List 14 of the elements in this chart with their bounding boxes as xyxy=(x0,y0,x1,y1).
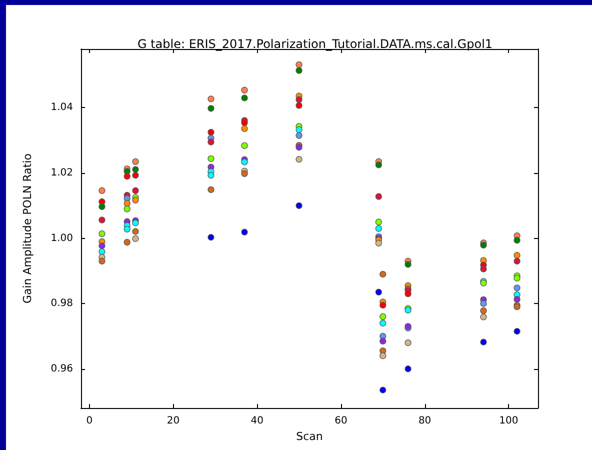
y-tick-label: 1.04 xyxy=(50,102,73,114)
y-axis-title: Gain Amplitude POLN Ratio xyxy=(21,153,34,304)
y-tick-label: 0.96 xyxy=(50,363,73,374)
x-tick-label: 40 xyxy=(250,416,264,426)
y-tick-label: 1.02 xyxy=(50,168,73,179)
chart-title: G table: ERIS_2017.Polarization_Tutorial.DATA.ms.cal.Gpol1 xyxy=(137,37,493,51)
x-tick-label: 60 xyxy=(334,416,348,426)
y-tick-label: 1.00 xyxy=(50,232,73,244)
y-tick-label: 0.98 xyxy=(50,298,73,310)
x-tick-label: 0 xyxy=(86,416,93,426)
x-tick-label: 100 xyxy=(499,416,518,426)
x-tick-label: 20 xyxy=(166,416,180,426)
x-axis-title: Scan xyxy=(296,430,323,443)
x-tick-label: 80 xyxy=(418,416,432,426)
